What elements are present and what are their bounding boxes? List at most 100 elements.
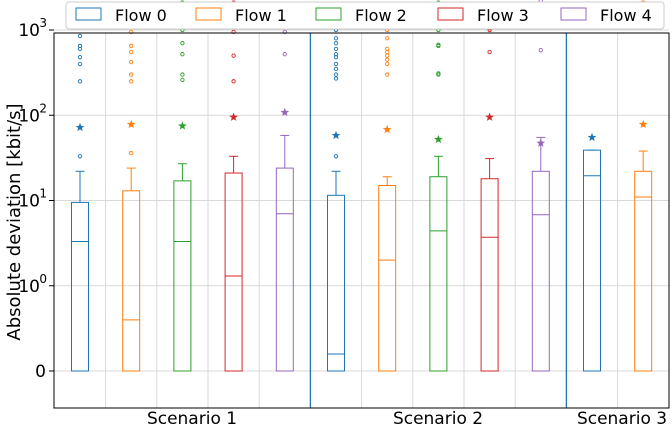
mean-marker bbox=[178, 121, 187, 130]
mean-marker bbox=[229, 112, 238, 121]
box-body bbox=[71, 201, 89, 372]
outlier-point bbox=[77, 154, 83, 159]
box-body bbox=[378, 184, 397, 372]
y-tick-label: 10 bbox=[18, 106, 40, 126]
box-body bbox=[480, 178, 499, 372]
legend: Flow 0 Flow 1 Flow 2 Flow 3 Flow 4 bbox=[65, 1, 665, 30]
mean-marker bbox=[280, 107, 290, 117]
box-body bbox=[429, 176, 448, 372]
y-axis-label: Absolute deviation [kbit/s] bbox=[4, 103, 25, 340]
box-1-0 bbox=[327, 21, 345, 372]
outlier-point bbox=[77, 33, 83, 39]
box-plots bbox=[71, 0, 653, 372]
legend-entry: Flow 2 bbox=[315, 6, 407, 25]
outlier-point bbox=[333, 154, 339, 159]
scenario-dividers bbox=[309, 33, 568, 408]
outlier-point bbox=[77, 61, 83, 67]
box-0-2 bbox=[173, 0, 192, 372]
legend-label: Flow 1 bbox=[235, 6, 287, 25]
y-tick-label: 10 bbox=[18, 277, 40, 297]
box-body bbox=[327, 194, 345, 372]
box-0-3 bbox=[224, 0, 243, 372]
y-tick-label: 0 bbox=[35, 362, 46, 382]
box-0-1 bbox=[122, 12, 141, 372]
outlier-point bbox=[129, 49, 134, 55]
outlier-point bbox=[333, 66, 339, 72]
outlier-point bbox=[333, 46, 339, 52]
outlier-point bbox=[385, 72, 390, 77]
y-axis-ticks: 0100101102103104 bbox=[18, 16, 54, 382]
mean-marker bbox=[331, 130, 341, 140]
outlier-point bbox=[129, 79, 134, 84]
scenario-label: Scenario 2 bbox=[393, 409, 483, 429]
y-tick-exponent: 0 bbox=[39, 272, 47, 286]
box-body bbox=[122, 190, 141, 372]
mean-marker bbox=[75, 122, 85, 132]
box-body bbox=[634, 170, 653, 372]
outlier-point bbox=[436, 42, 441, 47]
grid-layer bbox=[54, 29, 669, 408]
outlier-point bbox=[129, 43, 134, 49]
box-2-0 bbox=[583, 21, 601, 372]
mean-marker bbox=[382, 124, 392, 134]
outlier-point bbox=[231, 53, 236, 58]
legend-swatch bbox=[437, 7, 464, 21]
outlier-point bbox=[180, 41, 185, 46]
mean-marker bbox=[536, 138, 546, 147]
box-1-2 bbox=[429, 0, 448, 372]
box-1-3 bbox=[480, 4, 499, 372]
y-tick-exponent: 2 bbox=[39, 101, 47, 115]
outlier-point bbox=[77, 79, 83, 84]
outlier-point bbox=[180, 52, 185, 57]
outlier-point bbox=[385, 57, 390, 62]
outlier-point bbox=[129, 29, 134, 35]
box-0-0 bbox=[71, 2, 89, 372]
legend-entry: Flow 3 bbox=[437, 6, 529, 25]
outlier-point bbox=[77, 43, 83, 49]
mean-marker bbox=[434, 134, 443, 144]
outlier-point bbox=[180, 77, 185, 83]
box-1-1 bbox=[378, 4, 397, 372]
box-body bbox=[583, 149, 601, 372]
box-1-4 bbox=[531, 0, 550, 372]
legend-entry: Flow 1 bbox=[195, 6, 287, 25]
legend-label: Flow 0 bbox=[115, 6, 167, 25]
outlier-point bbox=[333, 76, 339, 81]
outlier-point bbox=[333, 52, 339, 57]
outlier-point bbox=[77, 55, 83, 60]
outlier-point bbox=[282, 29, 287, 35]
outlier-point bbox=[385, 53, 390, 58]
legend-entry: Flow 4 bbox=[560, 6, 652, 25]
outlier-point bbox=[129, 72, 134, 77]
plot-frame bbox=[53, 32, 670, 409]
legend-label: Flow 4 bbox=[600, 6, 652, 25]
box-body bbox=[224, 172, 243, 372]
outlier-point bbox=[333, 61, 339, 67]
legend-swatch bbox=[560, 7, 587, 21]
y-tick-exponent: 3 bbox=[39, 16, 47, 30]
outlier-point bbox=[487, 49, 492, 55]
legend-swatch bbox=[315, 7, 342, 21]
outlier-point bbox=[231, 29, 236, 35]
y-tick-label: 10 bbox=[18, 21, 40, 41]
legend-swatch bbox=[195, 7, 222, 21]
outlier-point bbox=[282, 52, 287, 57]
y-tick-label: 10 bbox=[18, 192, 40, 212]
mean-marker bbox=[485, 112, 494, 121]
outlier-point bbox=[538, 48, 543, 53]
outlier-point bbox=[180, 72, 185, 77]
outlier-point bbox=[333, 72, 339, 77]
scenario-label: Scenario 3 bbox=[577, 409, 667, 429]
mean-marker bbox=[126, 119, 136, 129]
outlier-point bbox=[385, 36, 390, 41]
legend-frame bbox=[65, 1, 665, 30]
mean-marker bbox=[587, 132, 597, 142]
legend-label: Flow 3 bbox=[477, 6, 529, 25]
scenario-label: Scenario 1 bbox=[147, 409, 237, 429]
outlier-point bbox=[333, 41, 339, 46]
box-body bbox=[275, 167, 294, 372]
outlier-point bbox=[385, 46, 390, 52]
outlier-point bbox=[436, 71, 441, 76]
legend-entry: Flow 0 bbox=[75, 6, 167, 25]
